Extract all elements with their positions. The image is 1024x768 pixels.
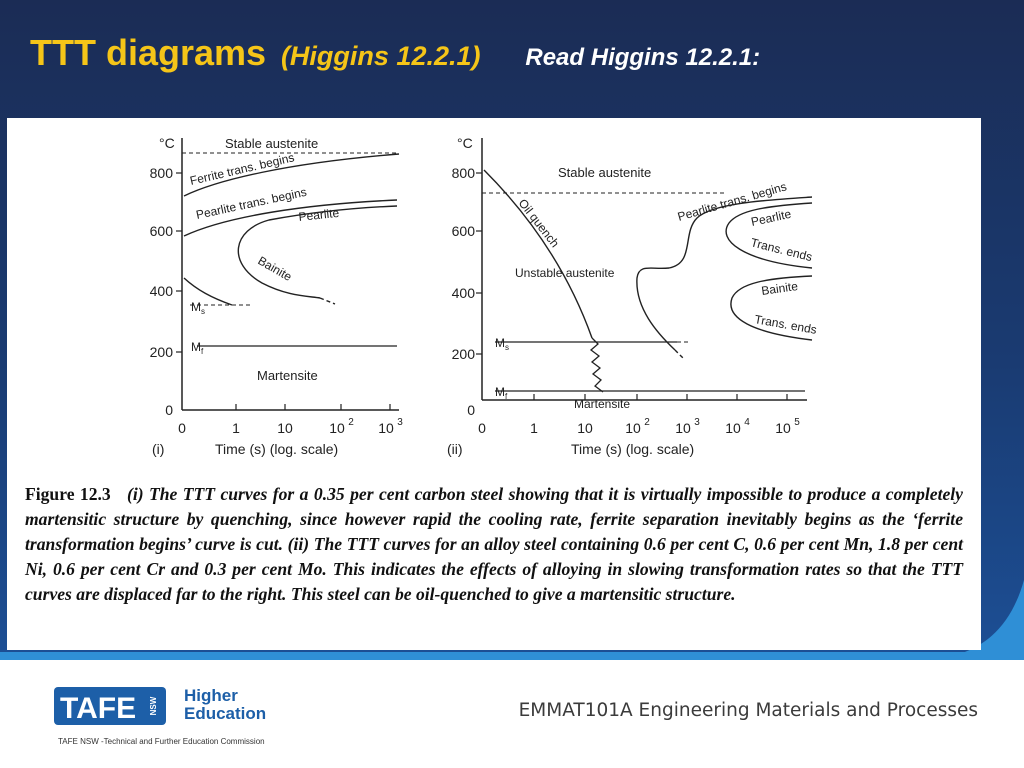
caption-text: (i) The TTT curves for a 0.35 per cent c… — [25, 484, 963, 604]
y-tick-label: 600 — [150, 223, 174, 239]
ferrite-begins-curve — [183, 153, 400, 197]
label-pearlite-i: Pearlite — [298, 206, 340, 224]
pearlite-nose-dashed-ii — [674, 349, 684, 359]
footer-org: TAFE NSW -Technical and Further Educatio… — [58, 737, 265, 746]
header-accent-band — [0, 652, 1024, 660]
y-tick-labels-ii: 800 600 400 200 0 — [452, 165, 476, 418]
x-tick-label: 1 — [530, 420, 538, 436]
oil-quench-curve — [483, 169, 593, 339]
label-martensite-i: Martensite — [257, 368, 318, 383]
y-tick-labels-i: 800 600 400 200 0 — [150, 165, 174, 418]
logo-text: TAFE — [60, 692, 136, 725]
label-stable-austenite-i: Stable austenite — [225, 136, 318, 151]
pearlite-nose-dashed — [319, 297, 336, 305]
title-main: TTT diagrams — [30, 32, 267, 73]
y-tick-label: 200 — [150, 344, 174, 360]
logo-line-1: Higher — [184, 686, 238, 705]
x-tick-label: 1 — [232, 420, 240, 436]
x-tick-label: 10 — [675, 420, 691, 436]
y-tick-label: 800 — [150, 165, 174, 181]
bainite-ends-curve — [730, 275, 813, 341]
title-reference: (Higgins 12.2.1) — [280, 41, 481, 71]
y-tick-label: 0 — [165, 402, 173, 418]
y-tick-label: 600 — [452, 223, 476, 239]
x-tick-label: 10 — [277, 420, 293, 436]
logo-side-text: NSW — [149, 696, 158, 715]
label-ms-i: Ms — [191, 300, 205, 316]
label-mf-ii: Mf — [495, 385, 508, 401]
figure-caption: Figure 12.3 (i) The TTT curves for a 0.3… — [25, 482, 963, 607]
y-tick-label: 200 — [452, 346, 476, 362]
corner-swoosh — [930, 580, 1024, 660]
y-tick-label: 800 — [452, 165, 476, 181]
label-trans-ends-2: Trans. ends — [753, 312, 817, 337]
x-tick-labels-i: 0 1 10 10 10 2 3 — [178, 417, 403, 436]
label-ms-ii: Ms — [495, 336, 509, 352]
y-tick-label: 400 — [452, 285, 476, 301]
unit-label-ii: °C — [457, 135, 473, 151]
x-tick-exp: 2 — [644, 417, 650, 428]
pearlite-ends-curve — [725, 202, 813, 269]
x-tick-label: 10 — [775, 420, 791, 436]
diagram-i: °C 800 600 400 200 0 0 1 10 10 10 2 3 (i… — [150, 135, 404, 457]
x-tick-label: 10 — [725, 420, 741, 436]
logo-tagline: Higher Education — [184, 687, 266, 723]
x-tick-exp: 3 — [397, 417, 403, 428]
label-trans-ends-1: Trans. ends — [749, 235, 813, 264]
label-martensite-ii: Martensite — [574, 397, 630, 411]
figure-panel: °C 800 600 400 200 0 0 1 10 10 10 2 3 (i… — [7, 118, 981, 650]
x-tick-exp: 4 — [744, 417, 750, 428]
x-tick-label: 10 — [625, 420, 641, 436]
pearlite-nose-curve — [237, 205, 398, 299]
y-tick-label: 0 — [467, 402, 475, 418]
diagram-ii: °C 800 600 400 200 0 0 1 10 10 10 10 10 … — [447, 135, 818, 457]
x-axis-label-i: Time (s) (log. scale) — [215, 441, 338, 457]
x-tick-exp: 2 — [348, 417, 354, 428]
x-tick-label: 10 — [577, 420, 593, 436]
label-mf-i: Mf — [191, 340, 204, 356]
slide-title: TTT diagrams (Higgins 12.2.1) Read Higgi… — [30, 32, 760, 74]
ttt-diagrams: °C 800 600 400 200 0 0 1 10 10 10 2 3 (i… — [150, 135, 818, 457]
x-axis-label-ii: Time (s) (log. scale) — [571, 441, 694, 457]
label-stable-austenite-ii: Stable austenite — [558, 165, 651, 180]
martensite-zigzag — [589, 337, 604, 393]
x-tick-label: 10 — [329, 420, 345, 436]
label-bainite-i: Bainite — [256, 253, 295, 284]
footer-course: EMMAT101A Engineering Materials and Proc… — [518, 700, 978, 721]
panel-label-ii: (ii) — [447, 441, 463, 457]
x-tick-labels-ii: 0 1 10 10 10 10 10 2 3 4 5 — [478, 417, 800, 436]
x-tick-label: 0 — [178, 420, 186, 436]
logo-line-2: Education — [184, 704, 267, 723]
figure-number: Figure 12.3 — [25, 484, 111, 504]
x-tick-label: 10 — [378, 420, 394, 436]
label-bainite-ii: Bainite — [760, 279, 799, 298]
pearlite-begins-curve-ii — [636, 196, 813, 351]
x-tick-exp: 3 — [694, 417, 700, 428]
y-tick-label: 400 — [150, 283, 174, 299]
unit-label-i: °C — [159, 135, 175, 151]
panel-label-i: (i) — [152, 441, 164, 457]
pearlite-begins-curve — [183, 199, 398, 237]
ferrite-lower-curve — [183, 277, 233, 306]
x-tick-label: 0 — [478, 420, 486, 436]
title-note: Read Higgins 12.2.1: — [525, 44, 761, 71]
x-tick-exp: 5 — [794, 417, 800, 428]
label-oil-quench: Oil quench — [516, 196, 562, 250]
label-unstable-austenite: Unstable austenite — [515, 266, 615, 280]
tafe-nsw-logo: TAFE NSW — [54, 687, 166, 725]
